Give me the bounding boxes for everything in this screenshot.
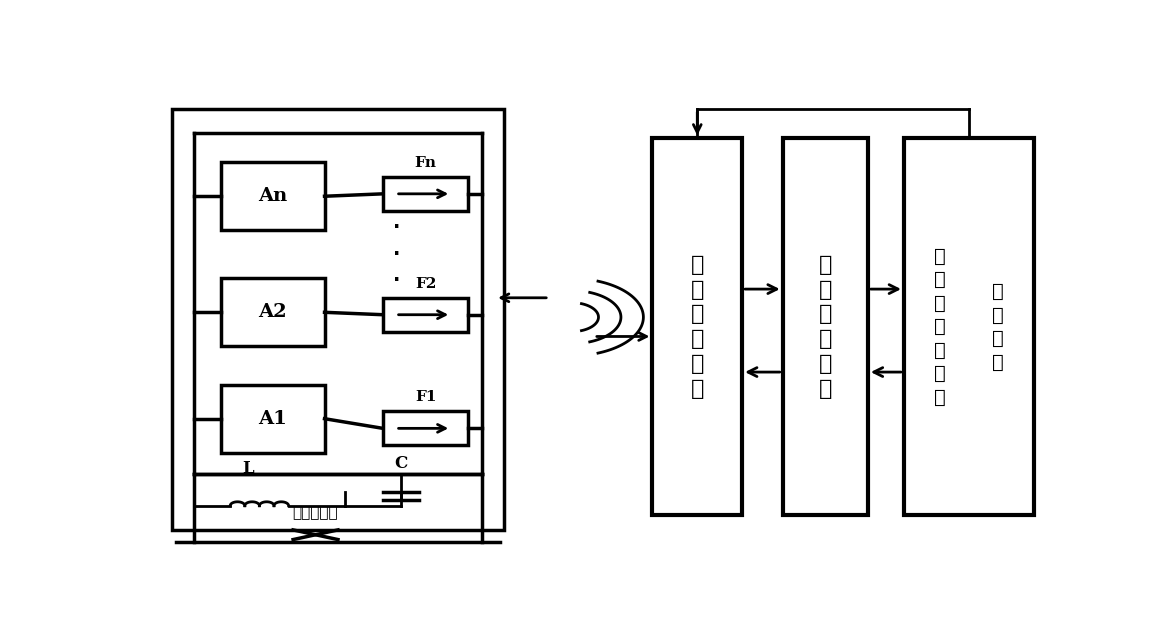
Text: F1: F1 [415, 390, 436, 404]
Text: C: C [394, 455, 408, 472]
Text: A2: A2 [258, 303, 287, 322]
Text: Fn: Fn [415, 156, 437, 170]
Text: F2: F2 [415, 276, 436, 291]
Text: 控
制
装
置: 控 制 装 置 [992, 282, 1004, 372]
Bar [904, 138, 1034, 516]
Text: 数
据
收
集
单
元: 数 据 收 集 单 元 [691, 255, 704, 399]
Text: ·
·
·: · · · [393, 219, 400, 290]
Bar [782, 138, 868, 516]
Text: An: An [258, 187, 287, 205]
Text: L: L [242, 460, 254, 477]
Bar [382, 298, 468, 332]
Text: 直流断路器: 直流断路器 [293, 506, 338, 521]
Text: 高
压
直
流
测
装
置: 高 压 直 流 测 装 置 [934, 247, 946, 407]
Bar [172, 109, 504, 530]
Bar [653, 138, 742, 516]
Text: A1: A1 [258, 409, 287, 428]
Bar [221, 385, 325, 453]
Bar [382, 411, 468, 445]
Bar [382, 177, 468, 211]
Bar [221, 278, 325, 346]
Text: 计
算
分
析
平
台: 计 算 分 析 平 台 [818, 255, 832, 399]
Bar [221, 163, 325, 230]
